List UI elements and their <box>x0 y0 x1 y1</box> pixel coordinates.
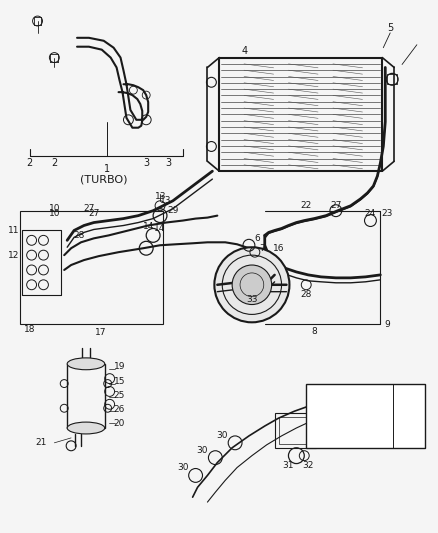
Text: 23: 23 <box>381 209 393 218</box>
Text: 30: 30 <box>177 463 188 472</box>
Bar <box>387 75 397 84</box>
Text: 4: 4 <box>242 46 248 55</box>
Text: 33: 33 <box>246 295 258 304</box>
Text: 13: 13 <box>160 196 172 205</box>
Text: 3: 3 <box>165 158 171 168</box>
Bar <box>393 384 425 448</box>
Text: 25: 25 <box>113 391 125 400</box>
Text: 9: 9 <box>385 320 390 329</box>
Text: 17: 17 <box>95 328 106 337</box>
Text: 14: 14 <box>154 224 166 233</box>
Text: 28: 28 <box>73 231 85 240</box>
Text: 31: 31 <box>283 461 294 470</box>
Text: 19: 19 <box>113 362 125 372</box>
Text: 1: 1 <box>104 164 110 174</box>
Text: 27: 27 <box>330 201 342 210</box>
Text: 22: 22 <box>300 201 312 210</box>
Bar <box>275 413 316 448</box>
Text: AIR  CONDITIONER: AIR CONDITIONER <box>311 403 412 413</box>
Bar <box>67 364 105 428</box>
Text: 18: 18 <box>24 325 35 334</box>
Text: 30: 30 <box>216 431 228 440</box>
Text: 13: 13 <box>155 192 167 201</box>
Text: 21: 21 <box>36 438 47 447</box>
Text: CAUTION: CAUTION <box>311 391 350 400</box>
Ellipse shape <box>67 358 105 370</box>
Text: 10: 10 <box>49 204 60 213</box>
Text: 28: 28 <box>300 290 312 299</box>
Text: 24: 24 <box>365 209 376 218</box>
Text: 16: 16 <box>273 244 284 253</box>
Bar <box>279 417 312 444</box>
Text: 2: 2 <box>51 158 57 168</box>
Text: 5: 5 <box>387 23 393 33</box>
Text: (TURBO): (TURBO) <box>80 174 127 184</box>
Text: 11: 11 <box>8 226 20 235</box>
Bar <box>22 230 61 295</box>
Text: 32: 32 <box>303 461 314 470</box>
Text: 27: 27 <box>83 204 95 213</box>
Text: 3: 3 <box>143 158 149 168</box>
Text: 6: 6 <box>254 234 260 243</box>
Text: 7: 7 <box>259 244 265 253</box>
Text: 8: 8 <box>311 327 317 336</box>
Text: 14: 14 <box>142 222 154 231</box>
Text: 12: 12 <box>8 251 20 260</box>
Text: 29: 29 <box>167 206 179 215</box>
Ellipse shape <box>67 422 105 434</box>
Text: 10: 10 <box>49 209 60 218</box>
Text: 20: 20 <box>113 418 125 427</box>
Text: 2: 2 <box>27 158 33 168</box>
Text: 30: 30 <box>197 446 208 455</box>
Text: 26: 26 <box>113 405 125 414</box>
Text: 15: 15 <box>113 377 125 386</box>
Text: 27: 27 <box>88 209 99 218</box>
Circle shape <box>214 247 290 322</box>
Bar <box>306 384 425 448</box>
Bar <box>20 211 163 324</box>
Circle shape <box>232 265 272 304</box>
